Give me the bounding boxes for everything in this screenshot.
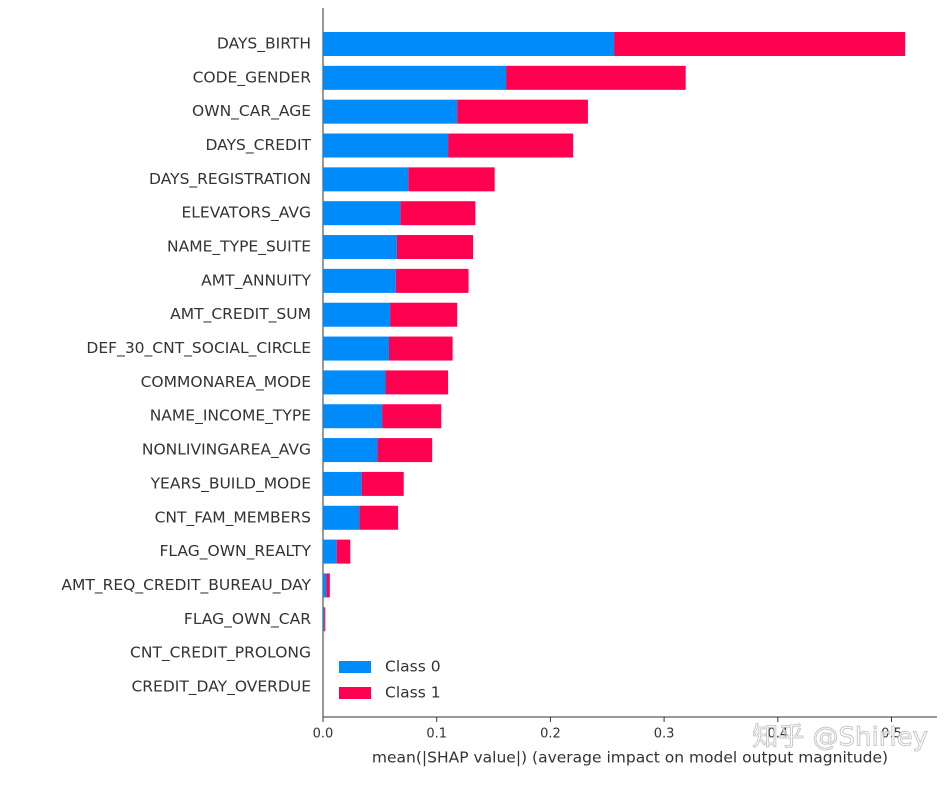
bar: [323, 539, 337, 564]
bar: [326, 573, 330, 598]
legend-label: Class 1: [385, 684, 441, 702]
legend-label: Class 0: [385, 658, 441, 676]
bar: [323, 201, 401, 226]
bar: [323, 32, 615, 56]
y-tick-label: CNT_CREDIT_PROLONG: [130, 644, 311, 663]
legend-swatch: [339, 687, 371, 699]
y-tick-label: CNT_FAM_MEMBERS: [155, 508, 311, 527]
y-tick-label: NAME_TYPE_SUITE: [167, 238, 311, 257]
x-tick-label: 0.5: [881, 727, 902, 742]
bar: [323, 404, 383, 429]
legend-swatch: [339, 661, 371, 673]
y-tick-label: DAYS_CREDIT: [206, 136, 312, 155]
x-tick-label: 0.4: [767, 727, 788, 742]
y-tick-label: YEARS_BUILD_MODE: [150, 474, 311, 493]
bar: [323, 336, 389, 361]
x-tick-label: 0.1: [426, 727, 447, 742]
y-tick-label: NAME_INCOME_TYPE: [150, 407, 311, 426]
y-tick-label: CREDIT_DAY_OVERDUE: [131, 677, 311, 696]
bar: [359, 505, 399, 530]
bar: [324, 607, 326, 632]
bar: [323, 99, 458, 124]
bar: [323, 235, 397, 260]
bar: [395, 268, 469, 293]
bar: [323, 268, 396, 293]
bar: [390, 302, 458, 327]
bar: [323, 133, 449, 158]
bar: [396, 235, 474, 260]
y-tick-label: DEF_30_CNT_SOCIAL_CIRCLE: [86, 339, 311, 358]
bar: [323, 438, 378, 463]
x-tick-label: 0.2: [540, 727, 561, 742]
bar: [323, 505, 360, 530]
bar: [336, 539, 351, 564]
bar: [323, 471, 362, 496]
x-tick-label: 0.3: [654, 727, 675, 742]
bar: [388, 336, 453, 361]
y-tick-label: AMT_REQ_CREDIT_BUREAU_DAY: [61, 576, 311, 595]
y-tick-label: AMT_CREDIT_SUM: [170, 305, 311, 324]
y-tick-label: DAYS_BIRTH: [217, 35, 311, 54]
bar: [408, 167, 495, 192]
y-tick-label: FLAG_OWN_REALTY: [160, 542, 312, 561]
bar: [323, 167, 409, 192]
bar: [382, 404, 442, 429]
bar: [323, 573, 327, 598]
y-tick-label: ELEVATORS_AVG: [182, 204, 312, 223]
y-tick-label: CODE_GENDER: [193, 68, 312, 87]
bar: [323, 302, 391, 327]
bar: [614, 32, 906, 56]
bar: [457, 99, 588, 124]
y-tick-label: OWN_CAR_AGE: [192, 102, 311, 121]
y-tick-label: COMMONAREA_MODE: [141, 373, 311, 392]
watermark: 知乎 @Shirley: [752, 723, 928, 753]
x-axis-label: mean(|SHAP value|) (average impact on mo…: [372, 749, 888, 767]
bar: [377, 438, 433, 463]
y-tick-label: FLAG_OWN_CAR: [184, 610, 311, 629]
bar: [448, 133, 574, 158]
y-tick-label: NONLIVINGAREA_AVG: [142, 441, 311, 460]
bar: [400, 201, 476, 226]
bar: [506, 65, 686, 90]
x-tick-label: 0.0: [313, 727, 334, 742]
y-tick-label: DAYS_REGISTRATION: [149, 170, 311, 189]
bar: [361, 471, 404, 496]
bar: [323, 370, 386, 395]
y-tick-label: AMT_ANNUITY: [201, 271, 311, 290]
bar: [385, 370, 449, 395]
bar: [323, 65, 507, 90]
bar: [323, 607, 325, 632]
